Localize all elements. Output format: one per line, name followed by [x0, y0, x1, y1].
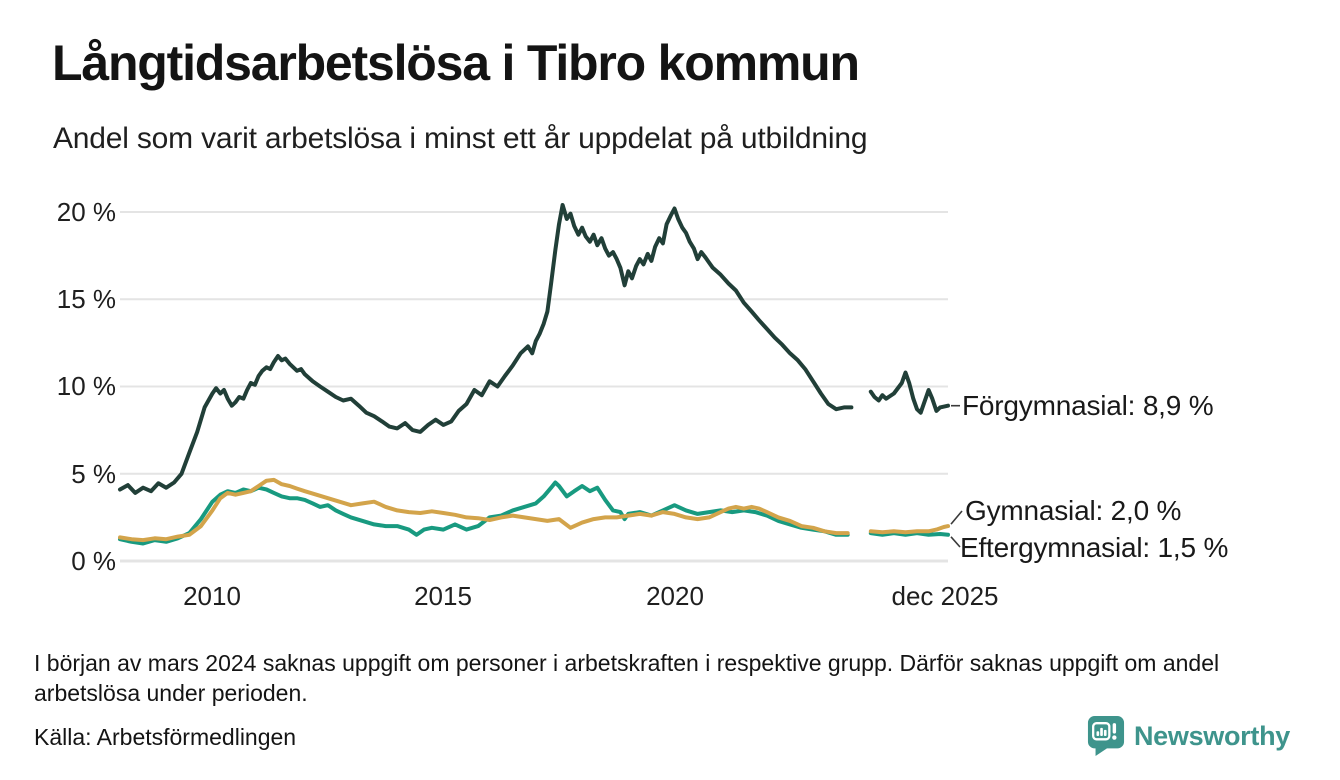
page-title: Långtidsarbetslösa i Tibro kommun — [52, 35, 860, 91]
y-tick-label: 15 % — [56, 284, 116, 314]
x-tick-label: 2010 — [183, 581, 241, 611]
x-tick-label: dec 2025 — [891, 581, 999, 611]
y-tick-label: 10 % — [56, 371, 116, 401]
page-subtitle: Andel som varit arbetslösa i minst ett å… — [53, 122, 868, 155]
series-line-gymnasial — [118, 477, 950, 543]
newsworthy-logo-text: Newsworthy — [1133, 720, 1290, 751]
series-label-eftergymnasial: Eftergymnasial: 1,5 % — [960, 532, 1229, 563]
x-tick-label: 2015 — [414, 581, 472, 611]
series-label-forgymnasial: Förgymnasial: 8,9 % — [962, 390, 1214, 421]
series-label-gymnasial: Gymnasial: 2,0 % — [965, 495, 1182, 526]
series-line-förgymnasial — [118, 203, 950, 495]
y-tick-label: 0 % — [71, 546, 116, 576]
footnote: I början av mars 2024 saknas uppgift om … — [34, 650, 1220, 706]
line-chart — [118, 203, 963, 563]
x-tick-label: 2020 — [646, 581, 704, 611]
y-tick-label: 5 % — [71, 459, 116, 489]
newsworthy-logo: Newsworthy — [1087, 714, 1290, 758]
y-tick-label: 20 % — [56, 197, 116, 227]
label-connector-2 — [950, 536, 961, 548]
source-label: Källa: Arbetsförmedlingen — [34, 724, 297, 750]
newsworthy-logo-icon — [1087, 716, 1125, 756]
label-connector-1 — [950, 510, 963, 525]
